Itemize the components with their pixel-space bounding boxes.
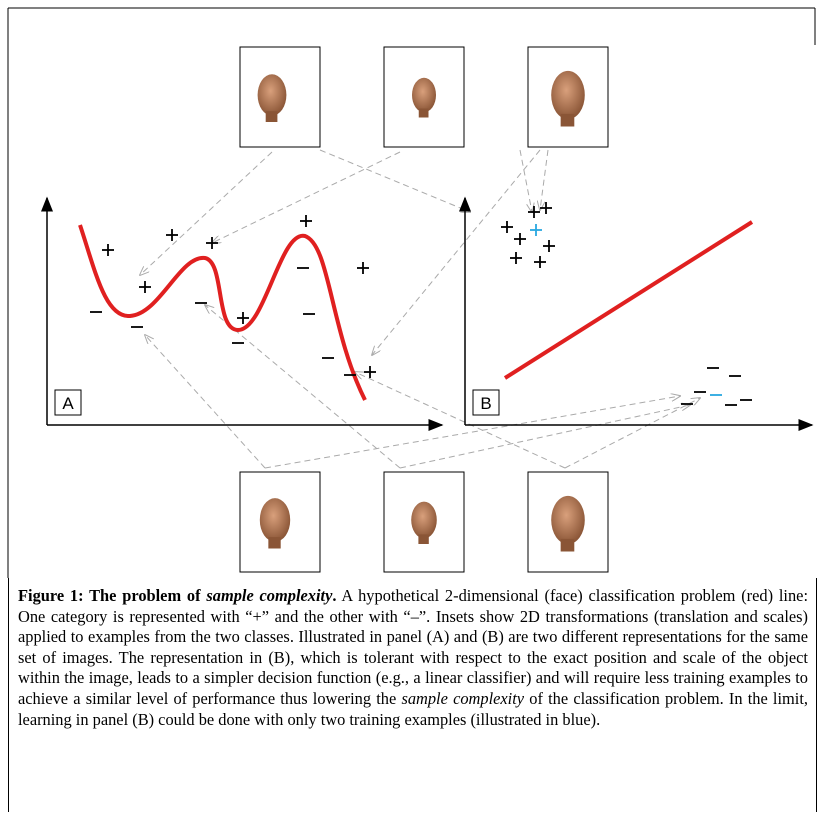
face xyxy=(551,496,585,544)
neck xyxy=(266,111,278,122)
panel-label: A xyxy=(62,394,74,413)
examples xyxy=(90,202,752,405)
caption-label: Figure 1: The problem of xyxy=(18,586,206,605)
face xyxy=(412,78,436,113)
neck xyxy=(418,534,428,544)
neck xyxy=(268,537,280,548)
face xyxy=(551,71,585,119)
face xyxy=(260,498,290,542)
page: A B Figure 1: The problem of sample comp… xyxy=(0,0,821,819)
figure: A B xyxy=(0,0,821,578)
face-insets xyxy=(240,47,608,572)
neck xyxy=(419,109,429,118)
panel-label: B xyxy=(480,394,491,413)
caption: Figure 1: The problem of sample complexi… xyxy=(8,578,817,812)
caption-emphasis: sample complexity xyxy=(401,689,524,708)
caption-title: Figure 1: The problem of sample complexi… xyxy=(18,586,336,605)
face xyxy=(411,502,437,539)
face xyxy=(258,74,287,115)
caption-emphasis: sample complexity xyxy=(206,586,332,605)
axes xyxy=(47,198,812,425)
decision-curve xyxy=(80,225,365,400)
neck xyxy=(561,539,575,552)
decision-line xyxy=(505,222,752,378)
neck xyxy=(561,114,575,127)
